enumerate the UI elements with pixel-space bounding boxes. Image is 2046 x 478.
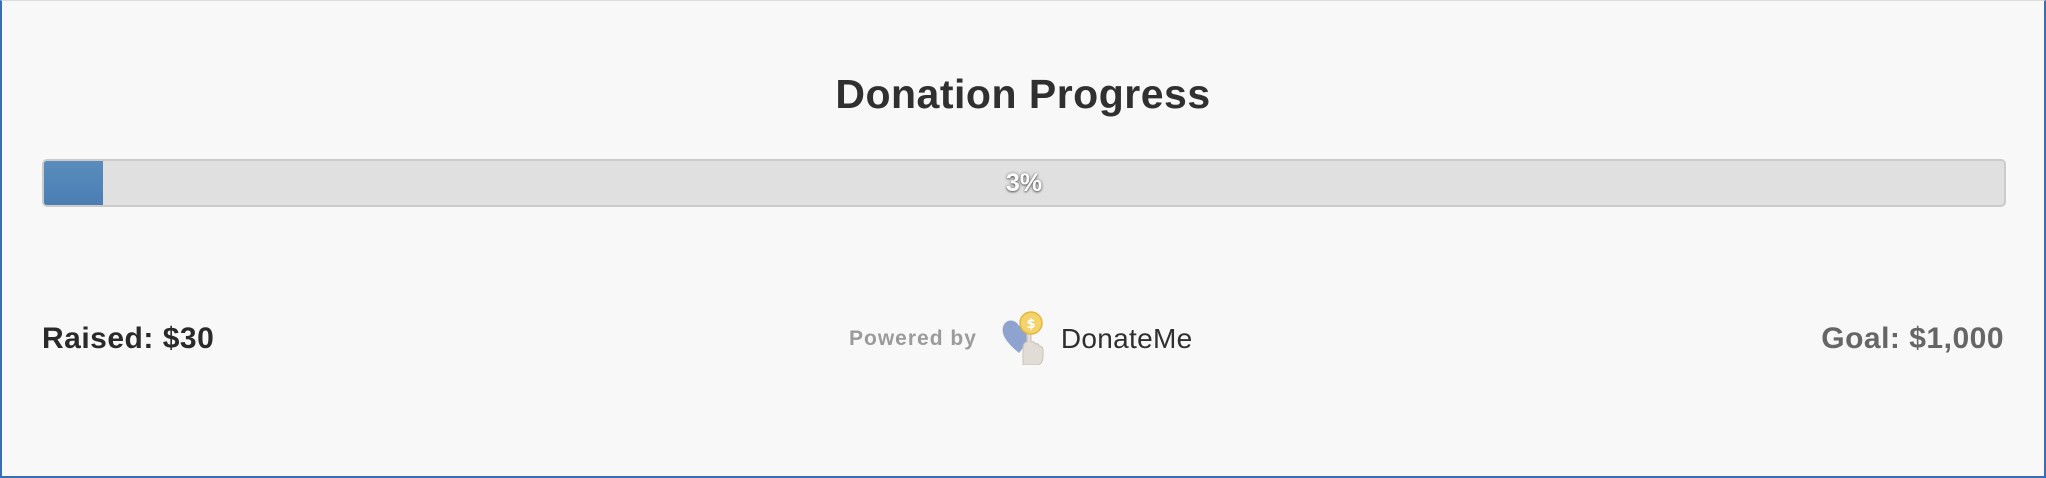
goal-amount: Goal: $1,000 <box>1821 322 2004 355</box>
svg-text:$: $ <box>1026 317 1035 332</box>
progress-percent-label: 3% <box>1005 168 1043 197</box>
raised-amount: Raised: $30 <box>42 322 215 355</box>
brand-name: DonateMe <box>1060 323 1193 354</box>
widget-title: Donation Progress <box>835 71 1211 117</box>
widget-footer: Raised: $30 Powered by $ DonateMe Goal: … <box>42 309 2004 370</box>
powered-by-text: Powered by <box>849 327 977 350</box>
progress-fill <box>44 161 103 205</box>
powered-by-link[interactable]: Powered by $ DonateMe <box>849 309 1193 370</box>
progress-bar: 3% <box>42 159 2006 207</box>
heart-hand-coin-icon: $ <box>997 309 1061 370</box>
